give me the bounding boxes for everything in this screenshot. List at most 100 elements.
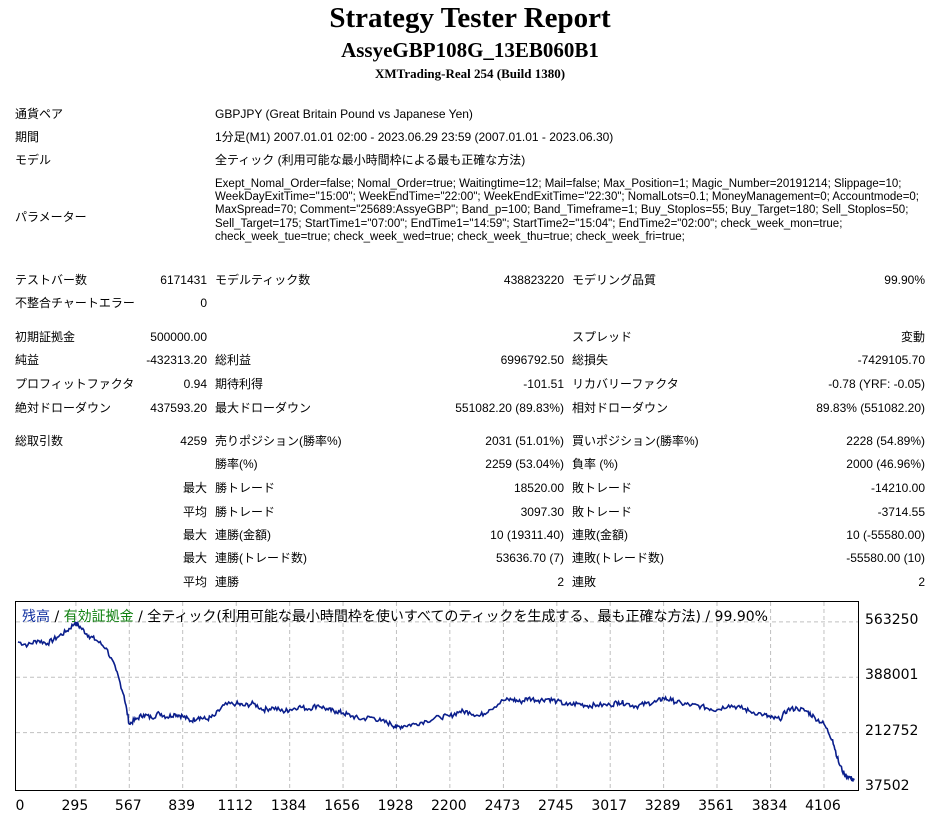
server-build: XMTrading-Real 254 (Build 1380) (374, 66, 566, 81)
expected-payoff-value: -101.51 (523, 377, 564, 391)
x-tick-label: 3017 (591, 798, 628, 814)
avg-loss-label: 敗トレード (572, 505, 633, 519)
net-profit-label: 純益 (15, 353, 40, 367)
max-drawdown-label: 最大ドローダウン (215, 401, 312, 415)
cons-losses-count-value: -55580.00 (10) (846, 551, 925, 565)
x-tick-label: 3561 (698, 798, 734, 814)
legend-equity: 有効証拠金 (63, 609, 134, 625)
y-tick-label: 563250 (865, 611, 919, 628)
win-rate-label: 勝率(%) (215, 457, 258, 471)
x-tick-label: 567 (114, 798, 142, 814)
largest-loss-value: -14210.00 (870, 481, 925, 495)
avg-word: 平均 (182, 505, 207, 519)
ticks-value: 438823220 (503, 273, 564, 287)
loss-rate-label: 負率 (%) (572, 457, 618, 471)
cons-wins-money-value: 10 (19311.40) (490, 528, 564, 542)
total-trades-value: 4259 (180, 434, 207, 448)
spread-value: 変動 (900, 330, 925, 344)
avg-word: 平均 (182, 575, 207, 589)
cons-losses-count-label: 連敗(トレード数) (572, 551, 664, 565)
symbol-label: 通貨ペア (15, 107, 64, 121)
deposit-label: 初期証拠金 (15, 330, 76, 344)
avg-cons-wins-value: 2 (557, 575, 564, 589)
cons-wins-count-value: 53636.70 (7) (495, 551, 564, 565)
balance-line (17, 620, 855, 783)
avg-win-label: 勝トレード (215, 505, 276, 519)
loss-rate-value: 2000 (46.96%) (846, 457, 925, 471)
abs-drawdown-value: 437593.20 (150, 401, 207, 415)
ticks-label: モデルティック数 (215, 273, 311, 287)
largest-loss-label: 敗トレード (572, 481, 633, 495)
legend-description: / 全ティック(利用可能な最小時間枠を使いすべてのティックを生成する、最も正確な… (133, 609, 768, 625)
profit-factor-label: プロフィットファクタ (15, 377, 135, 391)
x-tick-label: 295 (61, 798, 89, 814)
x-tick-label: 1928 (377, 798, 414, 814)
legend-separator: / (50, 609, 64, 625)
quality-label: モデリング品質 (572, 273, 657, 287)
gross-loss-value: -7429105.70 (857, 353, 925, 367)
y-tick-label: 212752 (865, 722, 919, 739)
avg-cons-losses-value: 2 (918, 575, 925, 589)
chart-legend: 残高 / 有効証拠金 / 全ティック(利用可能な最小時間枠を使いすべてのティック… (22, 606, 768, 626)
period-label: 期間 (15, 130, 40, 144)
max-word: 最大 (182, 551, 207, 565)
x-tick-label: 1112 (217, 798, 254, 814)
period-value: 1分足(M1) 2007.01.01 02:00 - 2023.06.29 23… (215, 130, 614, 144)
short-positions-label: 売りポジション(勝率%) (215, 434, 342, 448)
y-tick-label: 388001 (865, 667, 919, 684)
x-tick-label: 4106 (805, 798, 841, 814)
rel-drawdown-label: 相対ドローダウン (572, 401, 669, 415)
win-rate-value: 2259 (53.04%) (485, 457, 564, 471)
model-value: 全ティック (利用可能な最小時間枠による最も正確な方法) (215, 153, 526, 167)
errors-value: 0 (200, 296, 207, 310)
largest-win-value: 18520.00 (513, 481, 564, 495)
y-tick-label: 37502 (865, 778, 910, 794)
max-drawdown-value: 551082.20 (89.83%) (455, 401, 564, 415)
x-tick-label: 3834 (751, 798, 788, 814)
avg-cons-wins-label: 連勝 (215, 575, 240, 589)
profit-factor-value: 0.94 (183, 377, 207, 391)
x-tick-label: 2200 (431, 798, 467, 814)
cons-wins-money-label: 連勝(金額) (215, 528, 271, 542)
x-tick-label: 2473 (484, 798, 521, 814)
max-word: 最大 (182, 481, 207, 495)
bars-value: 6171431 (160, 273, 207, 287)
errors-label: 不整合チャートエラー (15, 296, 135, 310)
symbol-value: GBPJPY (Great Britain Pound vs Japanese … (215, 107, 473, 121)
params-label: パラメーター (15, 210, 87, 224)
x-tick-label: 839 (168, 798, 196, 814)
expected-payoff-label: 期待利得 (215, 377, 264, 391)
max-word: 最大 (182, 528, 207, 542)
report-title: Strategy Tester Report (329, 2, 611, 34)
spread-label: スプレッド (572, 330, 633, 344)
gross-profit-label: 総利益 (215, 353, 252, 367)
rel-drawdown-value: 89.83% (551082.20) (816, 401, 925, 415)
gross-profit-value: 6996792.50 (500, 353, 564, 367)
legend-balance: 残高 (22, 609, 50, 625)
deposit-value: 500000.00 (150, 330, 207, 344)
balance-chart-svg (16, 602, 858, 790)
x-tick-label: 1384 (270, 798, 307, 814)
recovery-factor-value: -0.78 (YRF: -0.05) (828, 377, 925, 391)
largest-win-label: 勝トレード (215, 481, 276, 495)
long-positions-value: 2228 (54.89%) (846, 434, 925, 448)
gross-loss-label: 総損失 (572, 353, 609, 367)
balance-chart: 残高 / 有効証拠金 / 全ティック(利用可能な最小時間枠を使いすべてのティック… (15, 601, 859, 791)
cons-losses-money-value: 10 (-55580.00) (846, 528, 925, 542)
cons-losses-money-label: 連敗(金額) (572, 528, 628, 542)
recovery-factor-label: リカバリーファクタ (572, 377, 679, 391)
quality-value: 99.90% (884, 273, 925, 287)
x-tick-label: 0 (15, 798, 25, 814)
bars-label: テストバー数 (15, 273, 88, 287)
avg-loss-value: -3714.55 (877, 505, 925, 519)
short-positions-value: 2031 (51.01%) (485, 434, 564, 448)
long-positions-label: 買いポジション(勝率%) (572, 434, 699, 448)
avg-cons-losses-label: 連敗 (572, 575, 597, 589)
x-tick-label: 1656 (324, 798, 360, 814)
expert-name: AssyeGBP108G_13EB060B1 (341, 38, 599, 62)
cons-wins-count-label: 連勝(トレード数) (215, 551, 307, 565)
avg-win-value: 3097.30 (520, 505, 564, 519)
model-label: モデル (15, 153, 52, 167)
abs-drawdown-label: 絶対ドローダウン (15, 401, 112, 415)
x-tick-label: 2745 (537, 798, 574, 814)
